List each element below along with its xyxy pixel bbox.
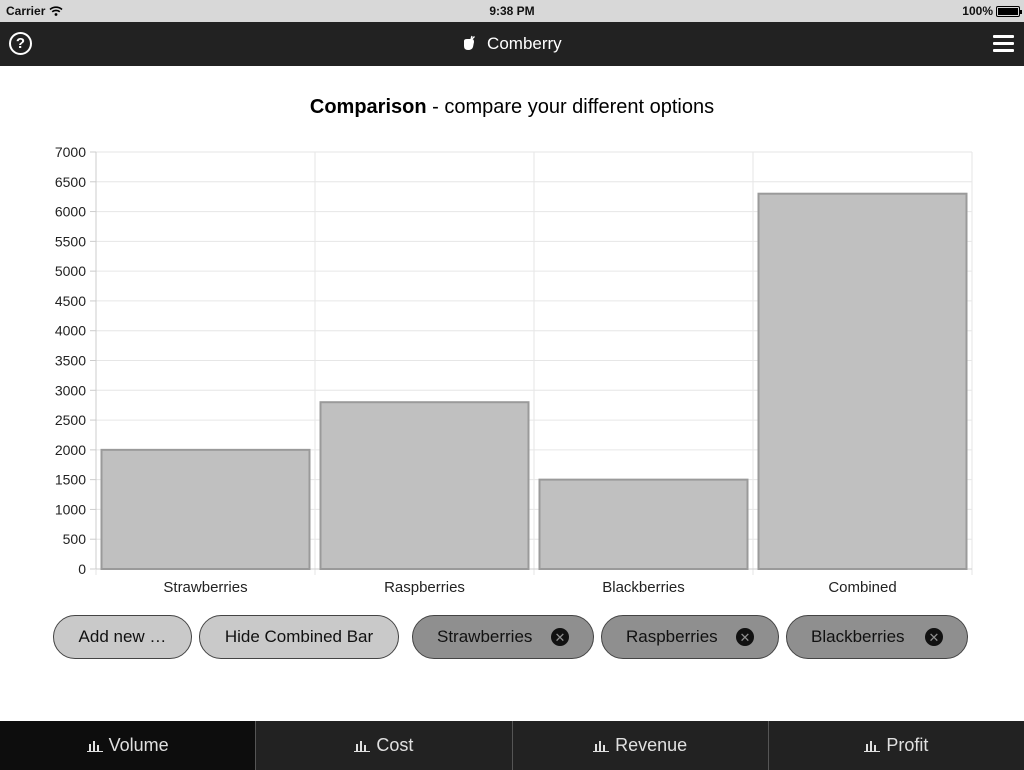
y-tick-label: 4500 <box>55 293 86 309</box>
help-button[interactable]: ? <box>9 32 32 55</box>
y-tick-label: 500 <box>63 531 87 547</box>
remove-circle-icon[interactable]: ✕ <box>736 628 754 646</box>
clock: 9:38 PM <box>489 4 535 18</box>
page-title-bold: Comparison <box>309 96 427 118</box>
battery-percent: 100% <box>962 4 993 18</box>
hide-combined-bar-button[interactable]: Hide Combined Bar <box>199 615 399 659</box>
y-tick-label: 5500 <box>55 233 86 249</box>
battery-icon <box>996 5 1022 17</box>
option-chip-label: Raspberries <box>626 627 718 646</box>
bar-combined <box>757 192 968 570</box>
wifi-icon <box>49 6 63 16</box>
tab-label: Cost <box>376 735 414 755</box>
y-tick-label: 7000 <box>55 144 86 160</box>
nav-bar: ? Comberry <box>0 22 1024 66</box>
option-chip-raspberries[interactable]: Raspberries ✕ <box>601 615 779 659</box>
bar-chart-icon <box>86 741 103 752</box>
app-title: Comberry <box>0 34 1024 54</box>
bar-chart-icon <box>354 741 371 752</box>
y-tick-label: 2000 <box>55 442 86 458</box>
tab-revenue[interactable]: Revenue <box>511 721 768 770</box>
tab-volume[interactable]: Volume <box>0 721 256 770</box>
y-tick-label: 1000 <box>55 501 86 517</box>
y-tick-label: 5000 <box>55 263 86 279</box>
option-chip-strawberries[interactable]: Strawberries ✕ <box>412 615 594 659</box>
tab-label: Revenue <box>615 735 688 755</box>
menu-button[interactable] <box>993 35 1014 52</box>
options-row: Add new … Hide Combined Bar Strawberries… <box>0 615 1024 659</box>
page-title-subtitle: - compare your different options <box>426 96 715 118</box>
remove-circle-icon[interactable]: ✕ <box>925 628 943 646</box>
y-tick-label: 6000 <box>55 204 86 220</box>
add-new-label: Add new … <box>78 627 167 646</box>
bar-chart-icon <box>593 741 610 752</box>
bar-blackberries <box>538 478 749 570</box>
page-title: Comparison - compare your different opti… <box>0 96 1024 119</box>
help-circle-icon: ? <box>15 35 26 52</box>
berry-logo-icon <box>464 35 476 50</box>
y-tick-label: 2500 <box>55 412 86 428</box>
comparison-bar-chart: 0 500 1000 1500 2000 2500 3000 3500 4000 4500 5000… <box>55 144 973 596</box>
hamburger-menu-icon <box>993 35 1014 52</box>
tab-profit[interactable]: Profit <box>767 721 1024 770</box>
add-new-button[interactable]: Add new … <box>53 615 192 659</box>
y-tick-label: 3500 <box>55 353 86 369</box>
hide-combined-label: Hide Combined Bar <box>224 627 374 646</box>
bar-chart-icon <box>864 741 881 752</box>
x-tick-label: Raspberries <box>384 579 465 596</box>
status-bar: Carrier 9:38 PM 100% <box>0 0 1024 22</box>
y-tick-label: 1500 <box>55 472 86 488</box>
tab-label: Volume <box>108 735 169 755</box>
option-chip-blackberries[interactable]: Blackberries ✕ <box>786 615 968 659</box>
remove-circle-icon[interactable]: ✕ <box>551 628 569 646</box>
y-tick-label: 0 <box>78 561 86 577</box>
x-tick-label: Strawberries <box>163 579 247 596</box>
carrier-indicator: Carrier <box>6 4 63 18</box>
y-tick-label: 6500 <box>55 174 86 190</box>
option-chip-label: Blackberries <box>811 627 905 646</box>
bar-raspberries <box>319 401 530 571</box>
tab-label: Profit <box>886 735 929 755</box>
bar-strawberries <box>100 448 311 571</box>
x-tick-label: Blackberries <box>602 579 685 596</box>
option-chip-label: Strawberries <box>437 627 533 646</box>
battery-indicator: 100% <box>962 4 1022 18</box>
app-title-text: Comberry <box>487 34 562 53</box>
tab-cost[interactable]: Cost <box>255 721 511 770</box>
tab-bar: Volume Cost Revenue Profit <box>0 721 1024 770</box>
y-tick-label: 3000 <box>55 382 86 398</box>
carrier-label: Carrier <box>6 4 46 18</box>
x-tick-label: Combined <box>828 579 896 596</box>
y-tick-label: 4000 <box>55 323 86 339</box>
